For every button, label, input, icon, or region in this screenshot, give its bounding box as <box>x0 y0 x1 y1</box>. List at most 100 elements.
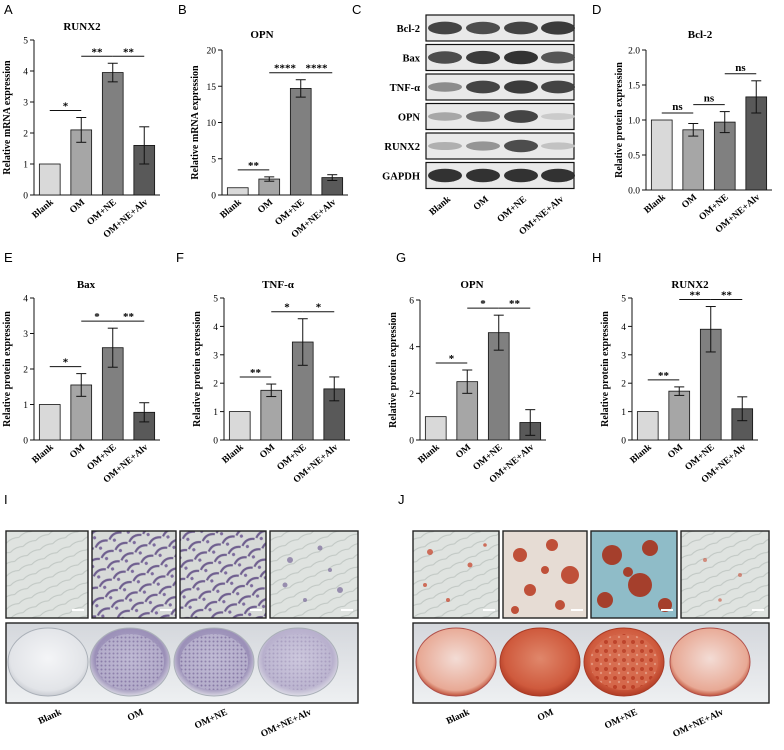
y-tick-label: 0 <box>23 192 28 202</box>
wb-band <box>541 21 575 35</box>
wb-band <box>504 139 538 153</box>
significance-label: * <box>63 101 69 113</box>
y-tick-label: 0.0 <box>628 187 640 197</box>
panel-letter-b: B <box>178 2 187 17</box>
y-tick-label: 4 <box>409 343 414 353</box>
y-axis-label: Relative protein expression <box>600 311 611 427</box>
wb-band <box>504 110 538 123</box>
wb-band <box>504 50 538 65</box>
alp-micrograph-blank <box>5 530 89 619</box>
y-tick-label: 2 <box>23 366 28 376</box>
wb-band <box>428 21 462 35</box>
x-tick-label: Blank <box>417 442 443 466</box>
significance-label: ns <box>704 93 715 105</box>
y-tick-label: 3 <box>23 99 28 109</box>
bar-om <box>668 390 691 441</box>
x-tick-label: OM <box>680 193 699 211</box>
wb-band <box>466 21 500 35</box>
panel-letter-g: G <box>396 250 406 265</box>
significance-label: ** <box>509 298 521 310</box>
panel-letter-i: I <box>4 492 8 507</box>
y-axis-label: Relative protein expression <box>614 62 625 178</box>
chart-title: Bax <box>77 279 96 291</box>
ars-well-blank <box>415 627 497 697</box>
panel-letter-h: H <box>592 250 601 265</box>
significance-label: * <box>284 302 290 314</box>
y-axis-label: Relative protein expression <box>388 312 399 428</box>
significance-label: * <box>449 353 455 365</box>
y-tick-label: 0.5 <box>628 152 640 162</box>
y-tick-label: 1 <box>23 401 28 411</box>
bar-blank <box>650 119 673 191</box>
x-tick-label: OM <box>68 198 87 216</box>
bar-om-ne <box>101 72 124 196</box>
panel-letter-j: J <box>398 492 405 507</box>
wb-label-3: OPN <box>398 113 421 124</box>
wb-lane-label: OM <box>472 195 491 213</box>
bar-blank <box>38 163 61 196</box>
significance-label: * <box>316 302 322 314</box>
wb-band <box>466 50 500 65</box>
ars-micrograph-om-ne-alv <box>680 530 770 619</box>
ars-label: OM+NE+Alv <box>672 708 726 740</box>
chart-g: OPN Relative protein expression 0 2 4 6 Blank O… <box>388 279 546 485</box>
chart-b: OPN Relative mRNA expression 0 5 10 15 20 Blank… <box>190 29 348 240</box>
panel-letter-f: F <box>176 250 184 265</box>
y-tick-label: 5 <box>23 37 28 47</box>
y-tick-label: 1.5 <box>628 82 640 92</box>
y-tick-label: 15 <box>207 83 217 93</box>
significance-label: ns <box>672 101 683 113</box>
wb-label-2: TNF-α <box>390 83 420 94</box>
x-tick-label: Blank <box>643 192 669 216</box>
y-tick-label: 1 <box>213 408 218 418</box>
significance-label: ** <box>123 311 135 323</box>
ars-label: OM <box>536 708 555 724</box>
significance-label: ** <box>123 46 135 58</box>
panel-letter-a: A <box>4 2 13 17</box>
wb-band <box>541 113 575 120</box>
x-tick-label: OM <box>666 443 685 461</box>
significance-label: * <box>94 311 100 323</box>
panel-letter-c: C <box>352 2 361 17</box>
y-tick-label: 0 <box>23 437 28 447</box>
wb-band <box>504 80 538 94</box>
y-tick-label: 2.0 <box>628 47 640 57</box>
significance-label: * <box>480 298 486 310</box>
x-tick-label: OM <box>68 443 87 461</box>
alp-micrograph-om <box>91 530 177 619</box>
y-tick-label: 2 <box>23 130 28 140</box>
bar-om-ne <box>289 88 312 196</box>
y-tick-label: 0 <box>621 437 626 447</box>
significance-label: ** <box>690 290 702 302</box>
chart-title: RUNX2 <box>671 279 709 291</box>
bar-blank <box>228 411 251 441</box>
y-tick-label: 2 <box>409 390 414 400</box>
alp-well-blank <box>7 627 89 697</box>
wb-band <box>466 141 500 151</box>
wb-band <box>466 80 500 94</box>
y-tick-label: 4 <box>23 295 28 305</box>
significance-label: **** <box>306 63 329 75</box>
ars-label: Blank <box>445 707 472 727</box>
significance-label: **** <box>274 63 297 75</box>
bar-blank <box>424 416 447 441</box>
y-axis-label: Relative protein expression <box>192 311 203 427</box>
y-tick-label: 1.0 <box>628 117 640 127</box>
wb-label-5: GAPDH <box>382 172 420 183</box>
y-tick-label: 5 <box>211 155 216 165</box>
chart-h: RUNX2 Relative protein expression 0 1 2 3 4 5 Bl… <box>600 279 758 485</box>
wb-band <box>504 21 538 35</box>
x-tick-label: Blank <box>629 442 655 466</box>
wb-lane-label: Blank <box>428 194 454 218</box>
y-tick-label: 3 <box>213 351 218 361</box>
wb-band <box>541 51 575 64</box>
y-tick-label: 4 <box>621 323 626 333</box>
x-tick-label: OM <box>454 443 473 461</box>
bar-om <box>682 129 705 191</box>
wb-band <box>428 142 462 150</box>
y-tick-label: 2 <box>621 380 626 390</box>
alp-stain-spots <box>282 545 343 602</box>
y-axis-label: Relative mRNA expression <box>2 60 13 175</box>
wb-lane-label: OM+NE <box>496 195 529 225</box>
